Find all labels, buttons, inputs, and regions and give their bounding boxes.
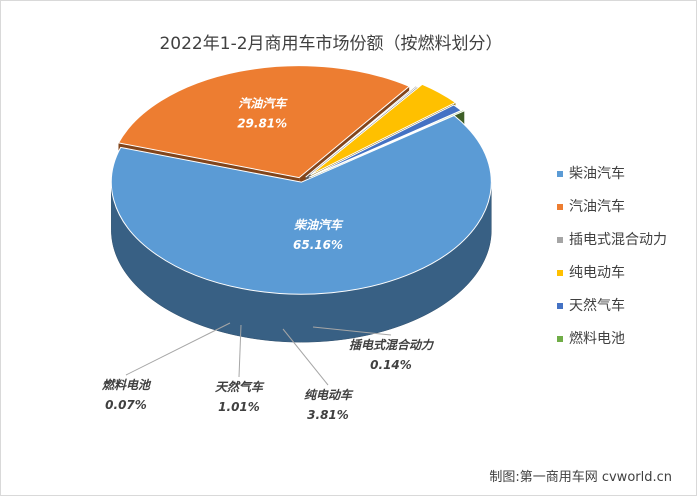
legend-item-0: 柴油汽车 (557, 164, 692, 197)
credit-text: 制图:第一商用车网 cvworld.cn (489, 470, 672, 485)
data-label-name-3: 纯电动车 (304, 388, 354, 402)
legend-label-0: 柴油汽车 (569, 166, 625, 182)
slice-2 (305, 85, 419, 178)
data-label-value-0: 65.16% (293, 238, 343, 252)
legend-item-3: 纯电动车 (557, 263, 692, 296)
legend-item-2: 插电式混合动力 (557, 230, 692, 263)
leader-line-4 (238, 324, 242, 378)
legend-item-4: 天然气车 (557, 296, 692, 329)
slice-5 (310, 109, 466, 178)
legend-label-5: 燃料电池 (569, 331, 625, 347)
legend-swatch-1 (557, 204, 563, 210)
legend-swatch-5 (557, 336, 563, 342)
leader-line-5 (125, 322, 231, 376)
data-label-value-1: 29.81% (237, 117, 287, 131)
legend-swatch-0 (557, 171, 563, 177)
legend-swatch-3 (557, 270, 563, 276)
legend: 柴油汽车汽油汽车插电式混合动力 纯电动车天然气车燃料电池 (557, 164, 692, 362)
chart-title: 2022年1-2月商用车市场份额（按燃料划分） (159, 34, 503, 54)
slice-0 (110, 114, 492, 295)
legend-swatch-2 (557, 237, 563, 243)
data-label-name-4: 天然气车 (215, 380, 265, 394)
data-label-value-5: 0.07% (105, 398, 147, 412)
data-label-name-0: 柴油汽车 (294, 218, 344, 232)
data-label-name-1: 汽油汽车 (238, 97, 288, 111)
legend-label-2: 插电式混合动力 (569, 232, 667, 248)
data-label-value-4: 1.01% (218, 400, 260, 414)
leader-line-3 (282, 328, 329, 386)
legend-swatch-4 (557, 303, 563, 309)
legend-item-5: 燃料电池 (557, 329, 692, 362)
legend-label-4: 天然气车 (569, 298, 625, 314)
legend-label-3: 纯电动车 (569, 265, 625, 281)
slice-1 (117, 65, 411, 179)
slice-3 (310, 83, 457, 176)
leader-line-2 (312, 326, 392, 336)
data-label-name-2: 插电式混合动力 (349, 338, 435, 352)
legend-label-1: 汽油汽车 (569, 199, 625, 215)
data-label-value-2: 0.14% (370, 358, 412, 372)
data-label-value-3: 3.81% (307, 408, 349, 422)
data-label-name-5: 燃料电池 (101, 378, 152, 392)
legend-item-1: 汽油汽车 (557, 197, 692, 230)
